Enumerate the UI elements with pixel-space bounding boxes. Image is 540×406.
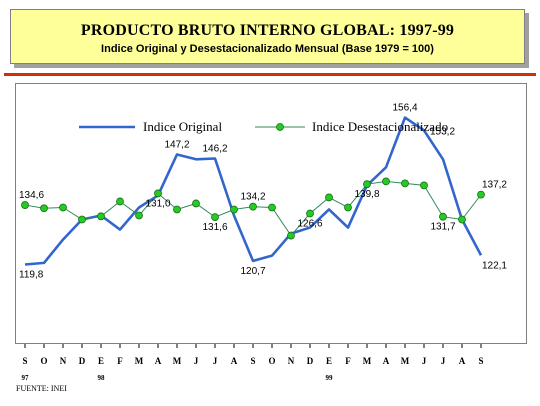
legend-marker-desestacionalizado xyxy=(276,123,284,131)
x-year-label: 99 xyxy=(326,374,334,382)
x-tick-label: E xyxy=(98,356,104,366)
x-tick-label: N xyxy=(288,356,295,366)
x-tick-label: A xyxy=(231,356,238,366)
x-tick-label: F xyxy=(345,356,351,366)
series-point-desestacionalizado xyxy=(420,181,428,190)
data-label: 156,4 xyxy=(392,103,417,114)
series-point-desestacionalizado xyxy=(325,193,333,202)
data-label: 122,1 xyxy=(482,260,507,271)
data-label: 146,2 xyxy=(202,143,227,154)
x-tick-label: S xyxy=(478,356,483,366)
x-tick-label: A xyxy=(383,356,390,366)
data-label: 134,6 xyxy=(19,190,44,201)
series-point-desestacionalizado xyxy=(21,201,29,209)
legend-label-desestacionalizado: Indice Desestacionalizado xyxy=(312,119,448,134)
data-label: 119,8 xyxy=(19,269,44,280)
series-point-desestacionalizado xyxy=(97,212,105,221)
series-point-desestacionalizado xyxy=(78,215,86,224)
x-tick-label: S xyxy=(250,356,255,366)
legend-label-original: Indice Original xyxy=(143,119,222,134)
data-label: 147,2 xyxy=(164,139,189,150)
x-tick-label: D xyxy=(307,356,314,366)
source-note: FUENTE: INEI xyxy=(16,384,67,393)
x-tick-label: J xyxy=(441,356,446,366)
x-year-label: 98 xyxy=(98,374,106,382)
series-point-desestacionalizado xyxy=(287,231,295,240)
header-divider xyxy=(4,73,536,76)
data-label: 134,2 xyxy=(240,192,265,203)
series-point-desestacionalizado xyxy=(363,180,371,189)
series-point-desestacionalizado xyxy=(268,203,276,212)
x-tick-label: O xyxy=(268,356,275,366)
data-label: 131,0 xyxy=(145,198,170,209)
series-point-desestacionalizado xyxy=(477,190,485,199)
series-point-desestacionalizado xyxy=(154,189,162,198)
series-point-desestacionalizado xyxy=(59,203,67,212)
series-point-desestacionalizado xyxy=(306,209,314,218)
data-label: 126,6 xyxy=(297,219,322,230)
x-tick-label: N xyxy=(60,356,67,366)
x-year-label: 97 xyxy=(22,374,30,382)
x-tick-label: J xyxy=(213,356,218,366)
chart-title: PRODUCTO BRUTO INTERNO GLOBAL: 1997-99 xyxy=(80,22,455,39)
data-label: 131,7 xyxy=(430,222,455,233)
data-label: 153,2 xyxy=(430,126,455,137)
series-point-desestacionalizado xyxy=(344,203,352,212)
x-tick-label: M xyxy=(173,356,182,366)
series-point-desestacionalizado xyxy=(192,199,200,208)
x-tick-label: M xyxy=(135,356,144,366)
data-label: 139,8 xyxy=(354,189,379,200)
x-tick-label: F xyxy=(117,356,123,366)
series-point-desestacionalizado xyxy=(230,205,238,214)
data-label: 120,7 xyxy=(240,266,265,277)
chart-title-box: PRODUCTO BRUTO INTERNO GLOBAL: 1997-99 I… xyxy=(10,9,525,64)
series-point-desestacionalizado xyxy=(249,202,257,211)
data-label: 131,6 xyxy=(202,222,227,233)
x-tick-label: J xyxy=(422,356,427,366)
x-tick-label: J xyxy=(194,356,199,366)
series-point-desestacionalizado xyxy=(382,177,390,186)
data-label: 137,2 xyxy=(482,180,507,191)
series-point-desestacionalizado xyxy=(116,197,124,206)
x-tick-label: O xyxy=(40,356,47,366)
series-point-desestacionalizado xyxy=(458,215,466,224)
x-tick-label: A xyxy=(155,356,162,366)
chart-subtitle: Indice Original y Desestacionalizado Men… xyxy=(101,43,434,55)
series-point-desestacionalizado xyxy=(401,179,409,188)
series-point-desestacionalizado xyxy=(439,212,447,221)
x-tick-label: E xyxy=(326,356,332,366)
x-tick-label: M xyxy=(401,356,410,366)
series-point-desestacionalizado xyxy=(211,213,219,222)
x-tick-label: M xyxy=(363,356,372,366)
x-tick-label: S xyxy=(22,356,27,366)
x-tick-label: D xyxy=(79,356,86,366)
series-point-desestacionalizado xyxy=(173,205,181,214)
series-point-desestacionalizado xyxy=(135,211,143,220)
series-point-desestacionalizado xyxy=(40,204,48,213)
x-tick-label: A xyxy=(459,356,466,366)
